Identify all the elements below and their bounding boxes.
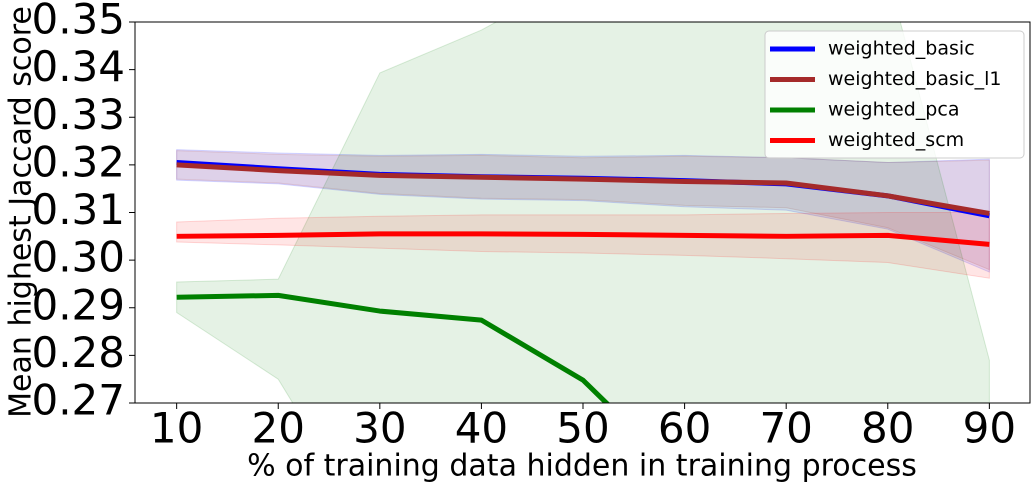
x-tick-label: 40	[455, 404, 508, 453]
x-tick-label: 70	[759, 404, 812, 453]
x-tick-label: 30	[353, 404, 406, 453]
line	[176, 231, 990, 247]
y-tick-label: 0.35	[31, 0, 125, 44]
line	[176, 162, 990, 216]
x-tick-label: 60	[658, 404, 711, 453]
error-band	[176, 149, 990, 273]
y-tick-label: 0.28	[31, 328, 125, 377]
y-tick-label: 0.32	[31, 137, 125, 186]
error-band	[176, 150, 990, 271]
error-band	[176, 212, 990, 279]
legend-label: weighted_basic	[828, 38, 975, 60]
legend: weighted_basic weighted_basic_l1 weighted_…	[764, 30, 1025, 159]
y-tick-label: 0.31	[31, 185, 125, 234]
legend-label: weighted_basic_l1	[828, 68, 1002, 90]
x-tick-label: 20	[252, 404, 305, 453]
y-tick-label: 0.30	[31, 233, 125, 282]
legend-label: weighted_scm	[828, 129, 964, 151]
y-tick-label: 0.27	[31, 376, 125, 425]
y-tick-label: 0.34	[31, 42, 125, 91]
line	[176, 292, 611, 403]
x-tick-label: 50	[556, 404, 609, 453]
x-axis-label: % of training data hidden in training pr…	[247, 449, 917, 484]
legend-label: weighted_pca	[828, 99, 959, 121]
x-tick-label: 80	[861, 404, 914, 453]
x-tick-label: 10	[150, 404, 203, 453]
y-axis-label: Mean highest Jaccard score	[4, 6, 39, 418]
x-tick-label: 90	[963, 404, 1016, 453]
y-tick-label: 0.33	[31, 90, 125, 139]
y-tick-label: 0.29	[31, 280, 125, 329]
legend-box	[764, 30, 1025, 159]
